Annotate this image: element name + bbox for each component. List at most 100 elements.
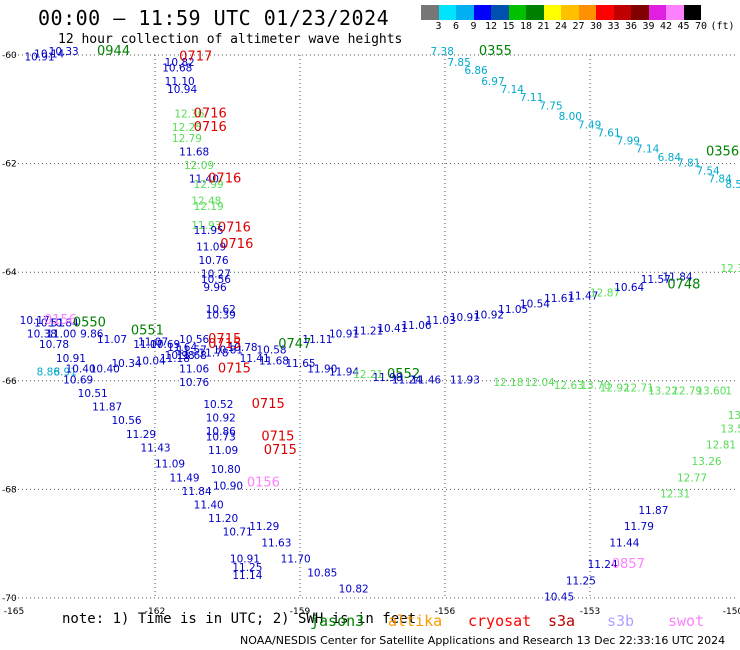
wave-height-label: 11.49 xyxy=(170,472,200,484)
pass-time-label: 0551 xyxy=(131,324,164,339)
color-swatch xyxy=(613,5,631,20)
wave-height-label: 12.21 xyxy=(353,369,383,381)
wave-height-label: 11.07 xyxy=(97,334,127,346)
wave-height-label: 10.58 xyxy=(257,345,287,357)
wave-height-label: 10.45 xyxy=(544,592,574,604)
y-tick-label: -64 xyxy=(2,268,17,278)
pass-time-label: 0716 xyxy=(220,237,253,252)
wave-height-label: 12.71 xyxy=(624,383,654,395)
wave-height-label: 13.60 xyxy=(696,385,726,397)
wave-height-label: 10.78 xyxy=(39,339,69,351)
wave-height-label: 11.09 xyxy=(155,459,185,471)
wave-height-label: 11.87 xyxy=(92,402,122,414)
wave-height-label: 11.25 xyxy=(566,575,596,587)
color-swatch xyxy=(491,5,509,20)
wave-height-label: 10.86 xyxy=(206,426,236,438)
pass-time-label: 0717 xyxy=(179,49,212,64)
wave-height-label: 12.79 xyxy=(172,133,202,145)
wave-height-label: 11.78 xyxy=(199,347,229,359)
wave-height-label: 13.22 xyxy=(648,385,678,397)
wave-height-label: 13.26 xyxy=(692,456,722,468)
wave-height-label: 10.40 xyxy=(66,364,96,376)
y-tick-label: -62 xyxy=(2,160,17,170)
pass-time-label: 0748 xyxy=(667,277,700,292)
wave-height-label: 10.81 xyxy=(213,345,243,357)
wave-height-label: 11.68 xyxy=(259,356,289,368)
wave-height-label: 12.81 xyxy=(706,440,736,452)
pass-time-label: 0944 xyxy=(97,44,130,59)
color-scale-label: 36 xyxy=(624,21,638,32)
wave-height-label: 12.36 xyxy=(174,108,204,120)
wave-height-label: 10.51 xyxy=(78,388,108,400)
pass-time-label: 0716 xyxy=(194,106,227,121)
pass-time-label: 0715 xyxy=(252,397,285,412)
wave-height-label: 9.96 xyxy=(203,282,227,294)
pass-time-label: 0716 xyxy=(208,172,241,187)
wave-height-label: 11.93 xyxy=(191,220,221,232)
wave-height-label: 10.71 xyxy=(223,527,253,539)
color-swatch xyxy=(456,5,474,20)
wave-height-label: 12.77 xyxy=(677,472,707,484)
wave-height-label: 10.56 xyxy=(112,415,142,427)
color-scale-label: 3 xyxy=(435,21,442,32)
pass-time-label: 0550 xyxy=(73,316,106,331)
wave-height-label: 6.84 xyxy=(658,152,682,164)
color-scale-label: 45 xyxy=(677,21,690,32)
color-scale-label: 70 xyxy=(694,21,708,32)
wave-height-label: 11.61 xyxy=(544,293,574,305)
satellite-s3a: s3a xyxy=(548,612,576,630)
wave-height-label: 10.56 xyxy=(179,334,209,346)
y-tick-label: -66 xyxy=(2,377,17,387)
wave-height-label: 7.99 xyxy=(617,136,640,148)
wave-height-label: 12.19 xyxy=(194,201,224,213)
wave-height-label: 10.62 xyxy=(206,304,236,316)
pass-time-label: 0716 xyxy=(218,220,251,235)
wave-height-label: 10.85 xyxy=(307,567,337,579)
wave-height-label: 10.84 xyxy=(49,318,79,330)
wave-height-label: 11.11 xyxy=(302,334,332,346)
y-tick-label: -70 xyxy=(2,594,17,604)
color-swatch xyxy=(578,5,596,20)
wave-height-label: 9.86 xyxy=(80,328,104,340)
wave-height-label: 10.73 xyxy=(206,432,236,444)
wave-height-label: 7.81 xyxy=(677,157,700,169)
color-scale-label: 30 xyxy=(589,21,603,32)
wave-height-label: 12.79 xyxy=(672,385,702,397)
wave-height-label: 7.38 xyxy=(431,46,454,58)
color-swatch xyxy=(438,5,456,20)
wave-height-label: 11.06 xyxy=(179,364,209,376)
pass-time-label: 0156 xyxy=(44,313,77,328)
x-tick-label: -159 xyxy=(290,607,311,617)
wave-height-label: 10.38 xyxy=(27,328,57,340)
color-swatch xyxy=(526,5,544,20)
wave-height-label: 13 xyxy=(728,410,740,422)
wave-height-label: 11.40 xyxy=(189,174,219,186)
pass-time-label: 0356 xyxy=(706,144,739,159)
wave-height-label: 11.46 xyxy=(411,375,441,387)
wave-height-label: 10.69 xyxy=(63,375,93,387)
wave-height-label: 10.64 xyxy=(614,282,644,294)
wave-height-label: 7.61 xyxy=(597,127,620,139)
wave-height-label: 11.20 xyxy=(208,513,238,525)
wave-height-label: 11.14 xyxy=(232,570,262,582)
wave-height-label: 11.57 xyxy=(641,274,671,286)
x-tick-label: -162 xyxy=(145,607,165,617)
pass-time-label: 0715 xyxy=(261,430,294,445)
wave-height-label: 10.27 xyxy=(201,269,231,281)
wave-height-label: 10.91 xyxy=(329,328,359,340)
wave-height-label: 10.82 xyxy=(165,57,195,69)
wave-height-label: 10.33 xyxy=(49,46,79,58)
wave-height-label: 12.18 xyxy=(493,377,523,389)
wave-height-label: 7.49 xyxy=(578,119,601,131)
wave-height-label: 7.14 xyxy=(636,144,660,156)
wave-height-label: 7.14 xyxy=(501,84,525,96)
wave-height-label: 11.47 xyxy=(568,290,598,302)
satellite-altika: altika xyxy=(388,612,443,630)
wave-height-label: 10.41 xyxy=(377,323,407,335)
wave-height-label: 11.29 xyxy=(249,521,279,533)
color-swatch xyxy=(543,5,561,20)
pass-time-label: 0715 xyxy=(264,443,297,458)
wave-height-label: 11.40 xyxy=(194,499,224,511)
wave-height-label: 11.84 xyxy=(663,271,693,283)
wave-height-label: 12.31 xyxy=(660,489,690,501)
